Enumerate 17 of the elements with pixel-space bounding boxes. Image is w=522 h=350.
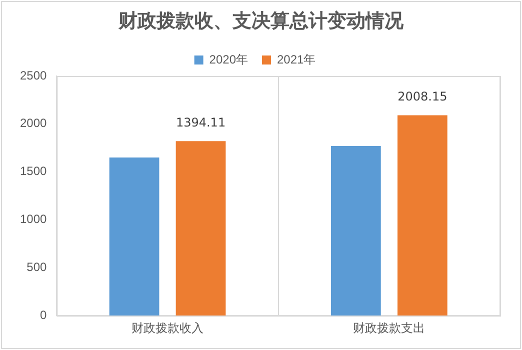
- y-tick-label: 2000: [20, 116, 48, 130]
- legend-label: 2021年: [277, 52, 316, 66]
- y-tick-label: 500: [26, 260, 48, 274]
- annotation: 2008.15: [398, 89, 448, 104]
- x-tick-label: 财政拨款支出: [353, 321, 426, 336]
- annotation: 1394.11: [176, 115, 226, 130]
- bar: [397, 115, 448, 316]
- bar: [330, 146, 381, 316]
- legend-label: 2020年: [209, 52, 248, 66]
- bar: [109, 157, 160, 316]
- y-tick-label: 0: [40, 308, 48, 322]
- x-tick-label: 财政拨款收入: [132, 321, 204, 336]
- y-tick-label: 2500: [20, 68, 48, 82]
- y-tick-label: 1500: [20, 164, 48, 178]
- chart-title: 财政拨款收、支决算总计变动情况: [117, 9, 404, 34]
- bar: [176, 141, 226, 316]
- y-tick-label: 1000: [20, 212, 48, 226]
